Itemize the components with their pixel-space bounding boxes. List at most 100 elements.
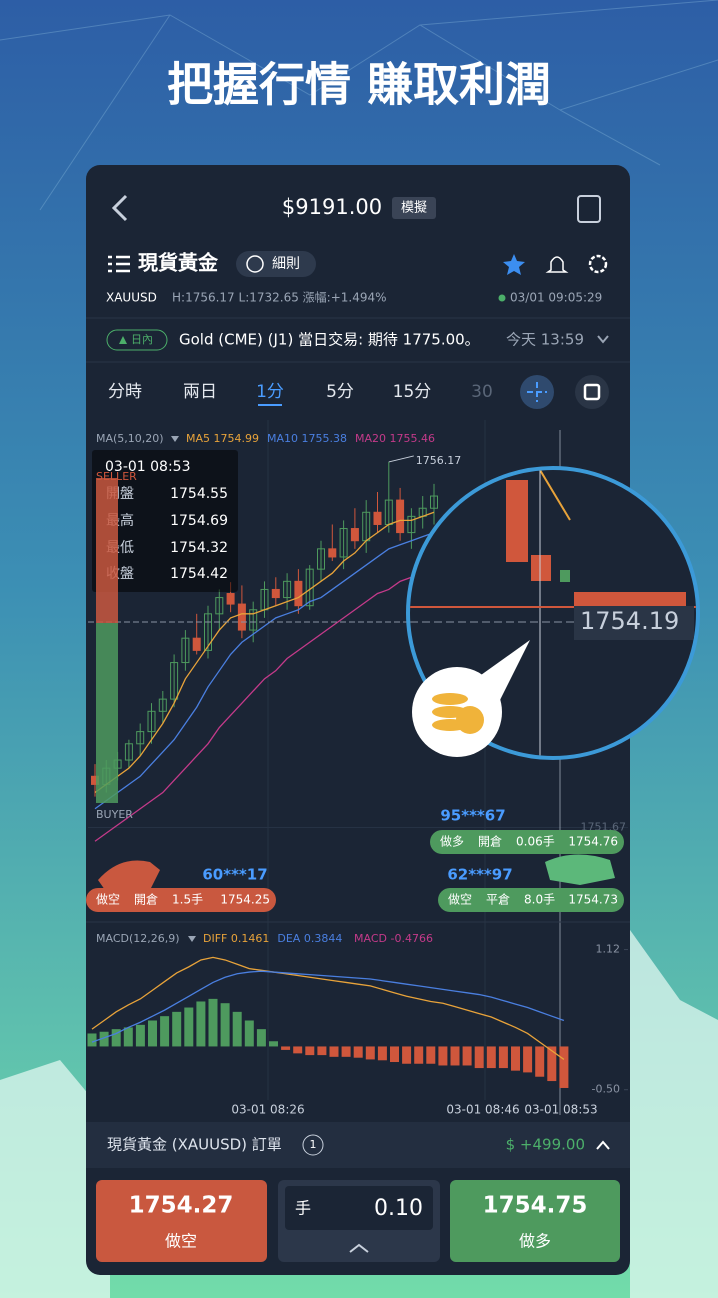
tab[interactable]: 30	[471, 382, 493, 402]
tab[interactable]: 兩日	[183, 382, 217, 402]
macd-bar	[99, 1031, 109, 1047]
tab[interactable]: 15分	[393, 382, 432, 402]
x-tick-label: 03-01 08:53	[524, 1103, 597, 1117]
trade-qty: 0.06手	[516, 835, 555, 849]
trade-action: 開倉	[134, 892, 158, 907]
candle-body	[147, 710, 156, 733]
stats: H:1756.17 L:1732.65 漲幅:+1.494%	[172, 290, 387, 305]
order-expand[interactable]	[596, 1140, 610, 1150]
candle-body	[136, 731, 145, 745]
settings-icon[interactable]	[588, 254, 608, 274]
macd-bar	[377, 1046, 387, 1061]
buy-price: 1754.75	[483, 1193, 588, 1219]
tab[interactable]: 5分	[326, 382, 354, 402]
macd-bar	[341, 1046, 351, 1057]
y-tick-label: 1.12	[596, 943, 621, 956]
list-icon[interactable]	[108, 255, 130, 273]
tooltip-value: 1754.42	[170, 566, 228, 582]
macd-bar	[184, 1007, 194, 1047]
macd-bar	[547, 1046, 557, 1082]
trade-action: 開倉	[478, 834, 502, 849]
lot-expand[interactable]	[349, 1243, 369, 1253]
candle-body	[373, 511, 382, 525]
y-tick-label: -0.50	[592, 1083, 620, 1096]
order-title: 現貨黃金 (XAUUSD) 訂單	[107, 1136, 282, 1154]
ma-line	[94, 511, 435, 794]
macd-bar	[281, 1046, 291, 1050]
tab[interactable]: 1分	[256, 382, 284, 402]
legend-entry: MACD -0.4766	[354, 932, 433, 945]
order-bar[interactable]	[86, 1122, 630, 1168]
fullscreen-icon	[583, 383, 601, 401]
x-tick-label: 03-01 08:46	[446, 1103, 519, 1117]
lot-input[interactable]	[285, 1186, 433, 1230]
macd-bar	[486, 1046, 496, 1069]
macd-bar	[317, 1046, 327, 1056]
legend-value: 0.1461	[231, 932, 270, 945]
trade-price: 1754.25	[220, 893, 270, 907]
orders-icon[interactable]	[577, 195, 601, 223]
dropdown-arrow[interactable]	[171, 436, 179, 442]
tooltip	[92, 450, 238, 592]
candle-body	[237, 603, 246, 631]
rules-button[interactable]	[236, 251, 316, 277]
alert-icon[interactable]	[545, 256, 569, 273]
candle-body	[328, 548, 337, 558]
macd-line	[91, 956, 565, 1060]
candle-body	[350, 528, 359, 542]
macd-bar	[438, 1046, 448, 1066]
legend-value: 1754.99	[214, 432, 260, 445]
macd-bar	[474, 1046, 484, 1069]
tab[interactable]: 分時	[108, 382, 142, 402]
trade-qty: 1.5手	[172, 893, 203, 907]
favorite-icon[interactable]	[503, 254, 525, 275]
ma-line	[94, 568, 435, 842]
back-button[interactable]	[111, 194, 128, 222]
lot-value: 0.10	[374, 1196, 423, 1221]
candle-body	[124, 743, 133, 761]
candle-body	[407, 515, 416, 534]
seller-bar	[96, 478, 118, 623]
crosshair-icon	[527, 382, 547, 402]
network-decoration	[0, 0, 718, 211]
ma-label: MA(5,10,20)	[96, 432, 164, 445]
macd-bar	[426, 1046, 436, 1064]
macd-chart: 1.12 -0.50 03-01 08:26 03-01 08:46 03-01 08:…	[86, 921, 630, 1117]
news-text[interactable]: Gold (CME) (J1) 當日交易: 期待 1775.00。	[179, 331, 480, 349]
macd-bar	[535, 1046, 545, 1077]
buy-button[interactable]	[450, 1180, 620, 1262]
legend-entry: DIFF 0.1461	[203, 932, 269, 945]
trade-user: 95***67	[440, 807, 505, 825]
mountain-decoration	[0, 930, 718, 1298]
legend-value: 1755.46	[390, 432, 436, 445]
macd-bar	[293, 1046, 303, 1054]
symbol: XAUUSD	[106, 291, 157, 305]
candle-body	[396, 499, 405, 534]
macd-bar	[269, 1041, 278, 1047]
candle-body	[294, 580, 303, 607]
tooltip-time: 03-01 08:53	[105, 459, 190, 475]
macd-bar	[220, 1003, 230, 1047]
candle-body	[271, 588, 280, 599]
sell-button[interactable]	[96, 1180, 267, 1262]
trade-user: 60***17	[202, 866, 267, 884]
high-marker	[388, 455, 414, 463]
legend-entry: DEA 0.3844	[277, 932, 342, 945]
balance: $9191.00	[282, 195, 382, 219]
macd-bar	[523, 1046, 533, 1073]
candle-body	[204, 613, 212, 651]
tooltip-value: 1754.69	[170, 513, 228, 529]
dropdown-arrow[interactable]	[188, 936, 196, 942]
news-expand[interactable]	[597, 335, 609, 344]
macd-bar	[123, 1027, 133, 1047]
macd-legend: DIFF 0.1461 DEA 0.3844 MACD -0.4766	[203, 932, 433, 945]
legend-name: MA10	[267, 432, 298, 445]
fullscreen-button[interactable]	[575, 375, 609, 409]
legend-name: DEA	[277, 932, 300, 945]
news-time: 今天 13:59	[506, 331, 584, 349]
tab-underline	[258, 404, 282, 406]
bear-figure	[98, 860, 160, 890]
candle-body	[226, 593, 235, 605]
legend-name: MACD	[354, 932, 387, 945]
